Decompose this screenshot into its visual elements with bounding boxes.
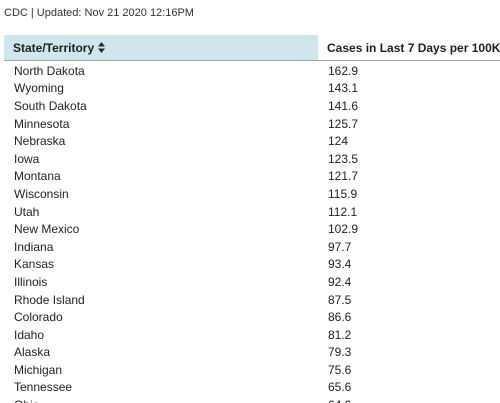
cases-value-cell: 123.5 [328, 151, 359, 166]
state-name-cell: Michigan [14, 362, 63, 377]
cases-value-cell: 115.9 [328, 186, 358, 201]
cases-value-cell: 162.9 [328, 63, 359, 78]
table-row: Colorado 86.6 [4, 308, 500, 326]
state-name-cell: Wyoming [14, 81, 64, 96]
table-header-row: State/Territory Cases in Last 7 Days per… [4, 35, 500, 61]
state-name-cell: Illinois [14, 274, 48, 289]
table-row: Ohio64.6 [4, 396, 500, 403]
cases-value-cell: 81.2 [328, 327, 352, 342]
state-name-cell: Alaska [14, 345, 51, 360]
state-name-cell: Ohio [4, 396, 318, 403]
table-row: Utah 112.1 [4, 203, 500, 221]
table-row: South Dakota 141.6 [4, 97, 500, 115]
table-row: Tennessee 65.6 [4, 379, 500, 397]
table-row: Idaho 81.2 [4, 326, 500, 344]
state-name-cell: Tennessee [14, 380, 73, 395]
source-update-text: CDC | Updated: Nov 21 2020 12:16PM [4, 7, 194, 19]
cases-value-cell: 92.4 [328, 274, 352, 289]
table-row: Illinois 92.4 [4, 273, 500, 291]
cases-value-cell: 125.7 [328, 116, 359, 131]
cases-value-cell: 97.7 [328, 239, 352, 254]
cases-column-header[interactable]: Cases in Last 7 Days per 100K [318, 35, 500, 61]
table-row: Rhode Island 87.5 [4, 291, 500, 309]
table-row: Michigan 75.6 [4, 361, 500, 379]
state-name-cell: New Mexico [14, 222, 80, 237]
state-name-cell: Iowa [14, 151, 40, 166]
table-row: Iowa 123.5 [4, 150, 500, 168]
cases-table: State/Territory Cases in Last 7 Days per… [4, 35, 500, 403]
state-name-cell: South Dakota [14, 98, 87, 113]
cases-value-cell: 86.6 [328, 310, 352, 325]
cases-value-cell: 93.4 [328, 257, 352, 272]
table-row: Minnesota 125.7 [4, 115, 500, 133]
table-row: New Mexico 102.9 [4, 220, 500, 238]
state-name-cell: Nebraska [14, 134, 66, 149]
table-row: Montana 121.7 [4, 168, 500, 186]
state-name-cell: North Dakota [14, 63, 85, 78]
cases-table-container[interactable]: State/Territory Cases in Last 7 Days per… [4, 35, 500, 403]
cases-value-cell: 64.6 [318, 396, 500, 403]
sort-icon[interactable] [98, 41, 106, 53]
cases-value-cell: 112.1 [328, 204, 358, 219]
table-row: North Dakota 162.9 [4, 61, 500, 80]
table-row: Kansas 93.4 [4, 256, 500, 274]
state-name-cell: Minnesota [14, 116, 70, 131]
state-name-cell: Utah [14, 204, 40, 219]
cases-column-label: Cases in Last 7 Days per 100K [327, 40, 500, 55]
cases-value-cell: 79.3 [328, 345, 352, 360]
table-row: Alaska 79.3 [4, 344, 500, 362]
state-name-cell: Kansas [14, 257, 55, 272]
state-name-cell: Montana [14, 169, 61, 184]
state-name-cell: Idaho [14, 327, 45, 342]
cases-value-cell: 65.6 [328, 380, 352, 395]
cases-value-cell: 102.9 [328, 222, 359, 237]
table-body: North Dakota 162.9 Wyoming 143.1 South Dakot… [4, 61, 500, 403]
state-column-header[interactable]: State/Territory [4, 35, 318, 61]
cases-value-cell: 75.6 [328, 362, 352, 377]
cases-value-cell: 141.6 [328, 98, 359, 113]
cases-value-cell: 143.1 [328, 81, 359, 96]
table-row: Wisconsin 115.9 [4, 185, 500, 203]
state-name-cell: Colorado [14, 310, 63, 325]
state-name-cell: Rhode Island [14, 292, 85, 307]
cases-value-cell: 124 [328, 134, 349, 149]
state-column-label: State/Territory [13, 40, 95, 55]
table-row: Indiana 97.7 [4, 238, 500, 256]
cases-value-cell: 121.7 [328, 169, 359, 184]
state-name-cell: Indiana [14, 239, 54, 254]
table-row: Wyoming 143.1 [4, 80, 500, 98]
cases-value-cell: 87.5 [328, 292, 352, 307]
state-name-cell: Wisconsin [14, 186, 69, 201]
table-row: Nebraska 124 [4, 132, 500, 150]
